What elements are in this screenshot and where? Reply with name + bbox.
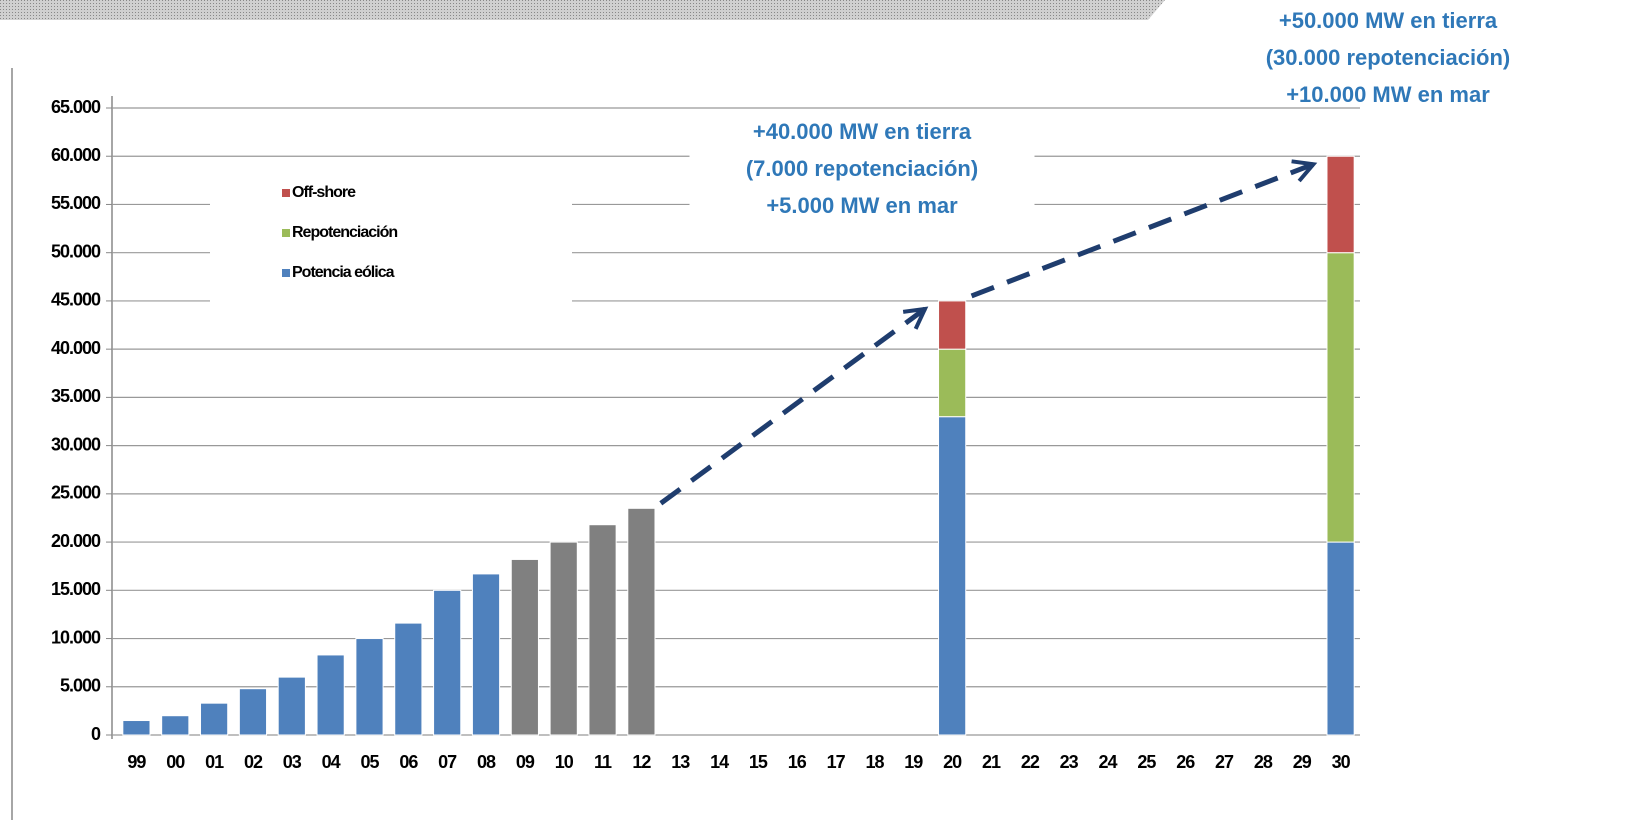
bar-segment [938,348,967,418]
legend-swatch [282,269,290,277]
bar-segment [1326,541,1355,736]
bar-segment [238,688,268,736]
bar-segment [938,416,967,736]
x-tick-label: 27 [1215,752,1234,772]
x-tick-label: 01 [205,752,224,772]
bar-segment [433,589,462,736]
arrow-head [902,306,929,330]
x-tick-label: 28 [1254,752,1273,772]
legend-label: Potencia eólica [292,264,395,281]
y-tick-label: 30.000 [51,434,101,454]
bar-segment [161,715,190,736]
x-tick-label: 99 [127,752,146,772]
x-tick-label: 13 [671,752,690,772]
x-tick-label: 20 [943,752,962,772]
bar-segment [122,720,151,736]
bar-segment [510,558,539,736]
x-tick-label: 14 [710,752,729,772]
y-tick-label: 5.000 [60,676,101,696]
annotation-bg [689,111,1035,233]
y-tick-label: 40.000 [51,338,101,358]
y-tick-label: 45.000 [51,290,101,310]
legend-label: Off-shore [292,184,356,201]
x-tick-label: 07 [438,752,457,772]
x-tick-label: 29 [1293,752,1312,772]
legend-box [210,178,572,308]
trend-arrow [970,161,1315,299]
x-tick-label: 02 [244,752,263,772]
y-tick-label: 50.000 [51,241,101,261]
x-tick-label: 09 [516,752,535,772]
y-tick-label: 65.000 [51,97,101,117]
x-tick-label: 05 [360,752,379,772]
legend-swatch [282,189,290,197]
bar-segment [588,524,617,736]
annotation: +5.000 MW en mar [766,193,958,218]
x-tick-label: 08 [477,752,496,772]
bar-segment [200,702,229,736]
x-tick-label: 15 [749,752,768,772]
bar-segment [549,541,578,736]
bar-segment [627,507,656,736]
x-tick-label: 04 [322,752,341,772]
bar-segment [316,654,345,736]
x-tick-label: 03 [283,752,302,772]
legend-swatch [282,229,290,237]
y-tick-label: 60.000 [51,145,101,165]
x-tick-label: 00 [166,752,185,772]
x-tick-label: 06 [399,752,418,772]
bar-segment [471,573,501,736]
bar-segment [1326,252,1355,543]
x-tick-label: 16 [788,752,807,772]
x-tick-label: 22 [1021,752,1040,772]
x-tick-label: 10 [555,752,574,772]
annotation: (30.000 repotenciación) [1266,45,1511,70]
bar-segment [394,622,423,736]
annotation: +10.000 MW en mar [1286,82,1490,107]
x-tick-label: 21 [982,752,1001,772]
legend-label: Repotenciación [292,224,397,241]
x-tick-label: 17 [827,752,846,772]
y-tick-label: 55.000 [51,193,101,213]
bar-segment [1326,155,1355,254]
x-tick-label: 25 [1137,752,1156,772]
x-tick-label: 26 [1176,752,1195,772]
x-tick-label: 11 [594,752,612,772]
annotation: +40.000 MW en tierra [753,119,972,144]
bar-segment [277,676,306,736]
bar-segment [355,638,384,736]
x-tick-label: 30 [1332,752,1351,772]
header-band [0,0,1165,20]
x-tick-label: 19 [904,752,923,772]
x-tick-label: 24 [1099,752,1118,772]
annotation: (7.000 repotenciación) [746,156,978,181]
x-tick-label: 23 [1060,752,1079,772]
x-tick-label: 18 [865,752,884,772]
arrow-head [1291,159,1318,183]
y-tick-label: 10.000 [51,627,101,647]
annotation: +50.000 MW en tierra [1279,8,1498,33]
y-tick-label: 25.000 [51,483,101,503]
y-tick-label: 0 [91,724,101,744]
x-tick-label: 12 [632,752,651,772]
y-tick-label: 15.000 [51,579,101,599]
trend-arrow [659,306,927,506]
bar-segment [938,300,967,350]
y-tick-label: 35.000 [51,386,101,406]
y-tick-label: 20.000 [51,531,101,551]
